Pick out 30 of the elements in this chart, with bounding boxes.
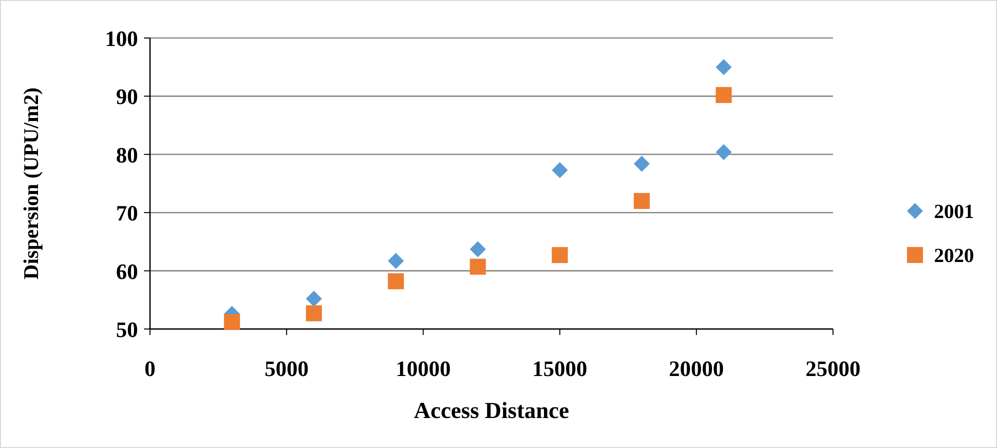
y-tick-label: 100 xyxy=(105,26,138,51)
point xyxy=(224,314,240,330)
point xyxy=(552,247,568,264)
x-tick-label: 10000 xyxy=(396,356,451,381)
point xyxy=(470,241,486,258)
x-tick-label: 20000 xyxy=(668,356,724,381)
point xyxy=(306,290,322,307)
y-axis-title: Dispersion (UPU/m2) xyxy=(19,88,43,280)
point xyxy=(634,156,650,172)
x-tick-label: 0 xyxy=(144,356,156,381)
x-tick-label: 25000 xyxy=(806,356,860,381)
point xyxy=(388,273,404,290)
point xyxy=(388,252,404,269)
legend-label: 2001 xyxy=(934,201,974,223)
point xyxy=(716,144,732,160)
y-tick-label: 60 xyxy=(116,258,138,284)
y-tick-label: 90 xyxy=(116,84,138,110)
y-tick-label: 80 xyxy=(116,142,138,168)
legend-label: 2020 xyxy=(934,245,974,267)
x-tick-label: 15000 xyxy=(532,356,588,381)
x-tick-label: 5000 xyxy=(264,356,309,381)
point xyxy=(306,305,322,322)
point xyxy=(716,59,732,76)
point xyxy=(716,87,732,104)
point xyxy=(470,258,486,275)
y-tick-label: 70 xyxy=(116,200,138,226)
point xyxy=(634,192,650,209)
y-tick-label: 50 xyxy=(116,317,138,342)
point xyxy=(552,162,568,178)
x-axis-title: Access Distance xyxy=(414,398,570,423)
